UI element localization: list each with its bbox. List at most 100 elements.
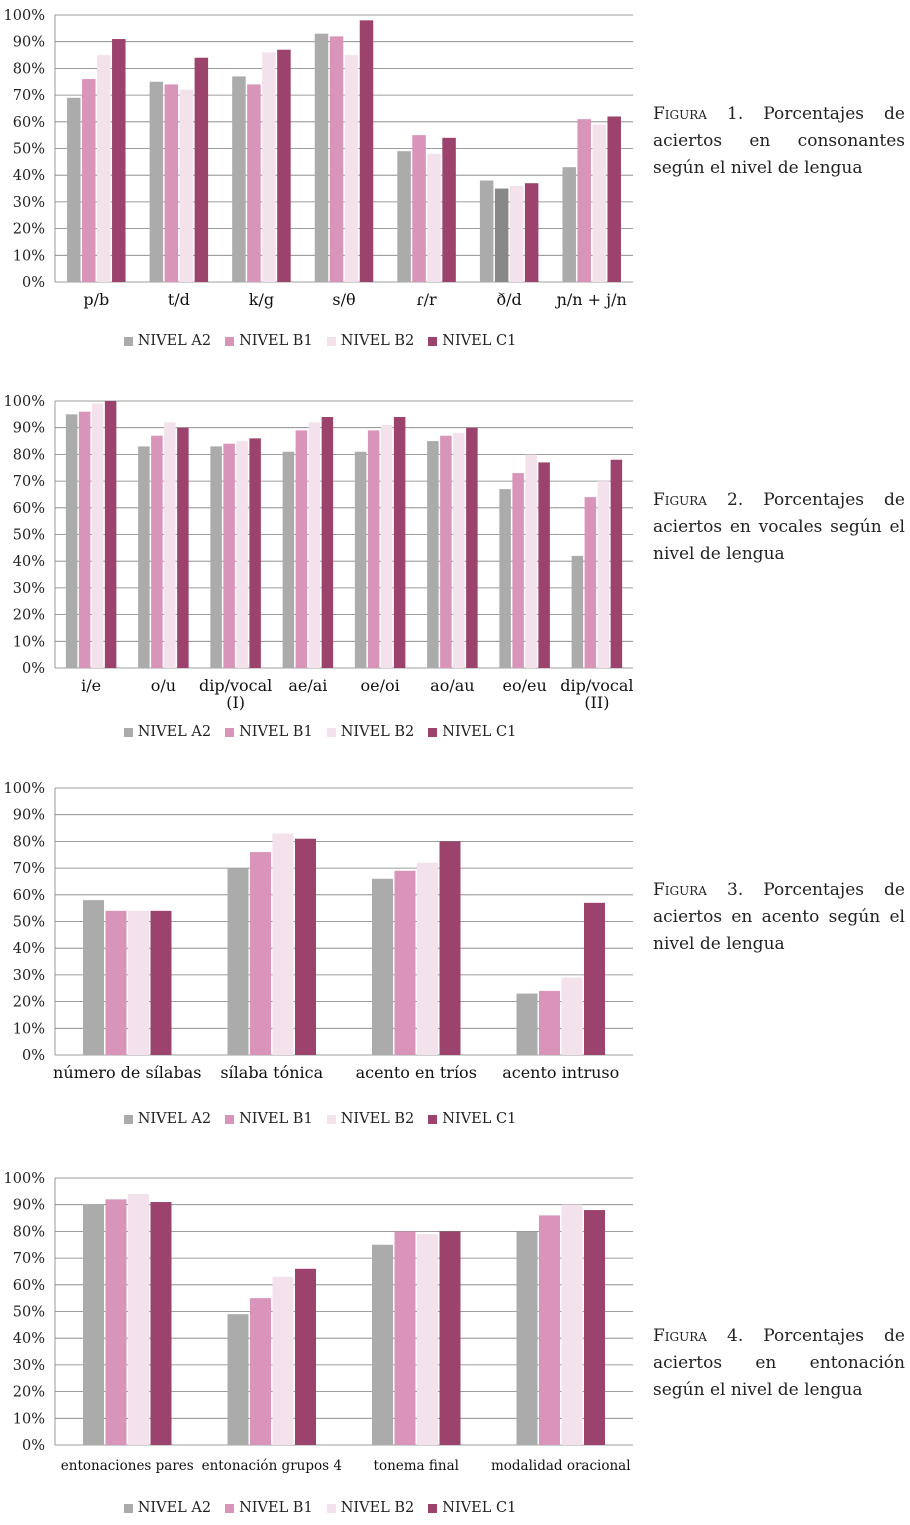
legend-swatch-b1 — [225, 336, 235, 346]
legend-swatch-b2 — [326, 1114, 336, 1124]
bar-c1 — [538, 462, 550, 668]
legend-item-c1: NIVEL C1 — [428, 1500, 516, 1516]
bar-b2 — [417, 862, 438, 1055]
bar-c1 — [295, 838, 316, 1055]
y-tick-label: 80% — [13, 1224, 45, 1240]
x-category-label: ao/au — [430, 676, 474, 695]
bar-c1 — [104, 401, 117, 668]
x-category-label: ae/ai — [288, 676, 327, 695]
legend-item-c1: NIVEL C1 — [428, 1111, 516, 1127]
x-category-label: o/u — [151, 676, 176, 695]
bar-b2 — [164, 422, 176, 668]
legend-2: NIVEL A2 NIVEL B1 NIVEL B2 NIVEL C1 — [0, 724, 640, 740]
bar-a2 — [149, 81, 164, 282]
legend-swatch-c1 — [428, 1114, 438, 1124]
bar-b1 — [247, 84, 261, 282]
y-tick-label: 50% — [13, 1305, 45, 1321]
bar-b2 — [262, 52, 276, 282]
y-tick-label: 10% — [13, 248, 45, 264]
bar-b1 — [394, 1231, 416, 1445]
bar-c1 — [439, 1231, 461, 1445]
bar-a2 — [372, 1244, 393, 1445]
y-tick-label: 60% — [13, 115, 45, 131]
y-tick-label: 20% — [13, 608, 45, 624]
x-category-label: t/d — [168, 290, 190, 309]
x-category-label: sílaba tónica — [220, 1063, 323, 1082]
y-tick-label: 80% — [13, 834, 45, 850]
bar-b1 — [329, 36, 344, 282]
x-category-label: s/θ — [332, 290, 355, 309]
bar-b2 — [128, 910, 149, 1055]
bar-c1 — [321, 417, 334, 668]
legend-label-b1: NIVEL B1 — [239, 333, 313, 349]
y-tick-label: 20% — [13, 1385, 45, 1401]
legend-label-c1: NIVEL C1 — [442, 1111, 517, 1127]
y-tick-label: 0% — [22, 661, 45, 677]
bar-b2 — [91, 403, 104, 668]
legend-label-b1: NIVEL B1 — [239, 1500, 313, 1516]
caption-text: Porcentajes de aciertos en vocales según… — [653, 490, 905, 564]
bar-b2 — [344, 55, 359, 282]
bar-c1 — [150, 1202, 172, 1445]
legend-label-c1: NIVEL C1 — [442, 724, 517, 740]
y-tick-label: 50% — [13, 142, 45, 158]
bar-c1 — [112, 39, 126, 282]
figure-caption-2: Figura 2. Porcentajes de aciertos en voc… — [653, 487, 905, 568]
bar-b1 — [440, 435, 452, 668]
x-category-label: (II) — [584, 693, 609, 712]
bar-b2 — [592, 124, 606, 282]
bar-c1 — [466, 427, 478, 668]
bar-b2 — [380, 425, 393, 668]
x-category-label: p/b — [83, 290, 109, 309]
y-tick-label: 10% — [13, 1021, 45, 1037]
chart-acento: 0% 10% 20% 30% 40% 50% 60% 70% 80% 90% 100% número … — [4, 781, 633, 1082]
x-category-label: acento intruso — [502, 1063, 619, 1082]
figure-caption-3: Figura 3. Porcentajes de aciertos en ace… — [653, 877, 905, 958]
bar-c1 — [194, 57, 209, 282]
bar-a2 — [227, 868, 249, 1055]
x-category-label: oe/oi — [361, 676, 400, 695]
legend-swatch-c1 — [428, 1503, 438, 1513]
legend-item-a2: NIVEL A2 — [123, 1111, 212, 1127]
y-tick-label: 0% — [22, 1048, 45, 1064]
caption-lead: Figura 2. — [653, 490, 744, 510]
x-category-label: entonación grupos 4 — [202, 1458, 342, 1474]
legend-label-c1: NIVEL C1 — [442, 333, 517, 349]
bar-a2 — [397, 151, 411, 282]
bar-b1 — [82, 79, 96, 282]
bar-b2 — [597, 481, 610, 668]
bar-b2 — [272, 1276, 294, 1445]
bar-c1 — [249, 438, 261, 668]
bar-b2 — [561, 1204, 583, 1445]
y-tick-label: 60% — [13, 501, 45, 517]
bar-b1 — [494, 188, 509, 282]
bar-a2 — [372, 878, 393, 1055]
bar-b1 — [151, 435, 163, 668]
legend-swatch-a2 — [123, 336, 133, 346]
y-tick-label: 70% — [13, 861, 45, 877]
bar-b2 — [509, 185, 524, 282]
chart-vocales: 0% 10% 20% 30% 40% 50% 60% 70% 80% 90% 100% i/e o/u d… — [4, 394, 634, 712]
bar-a2 — [232, 76, 246, 282]
bar-a2 — [138, 446, 150, 668]
y-tick-label: 90% — [13, 421, 45, 437]
y-tick-label: 70% — [13, 474, 45, 490]
legend-1: NIVEL A2 NIVEL B1 NIVEL B2 NIVEL C1 — [0, 333, 640, 349]
bar-b1 — [78, 411, 91, 668]
x-category-label: tonema final — [374, 1458, 459, 1474]
legend-item-a2: NIVEL A2 — [123, 1500, 211, 1516]
y-tick-label: 80% — [13, 447, 45, 463]
bar-a2 — [562, 167, 576, 282]
legend-label-b1: NIVEL B1 — [239, 724, 313, 740]
y-tick-label: 100% — [4, 8, 45, 24]
y-tick-label: 30% — [13, 581, 45, 597]
legend-swatch-a2 — [123, 727, 133, 737]
legend-item-c1: NIVEL C1 — [428, 724, 516, 740]
legend-swatch-b1 — [225, 727, 235, 737]
legend-label-a2: NIVEL A2 — [137, 1111, 212, 1127]
bar-b1 — [584, 497, 597, 668]
caption-text: Porcentajes de aciertos en entonación se… — [653, 1326, 905, 1400]
bar-c1 — [610, 459, 623, 668]
bar-c1 — [277, 49, 291, 283]
bar-c1 — [439, 841, 461, 1055]
